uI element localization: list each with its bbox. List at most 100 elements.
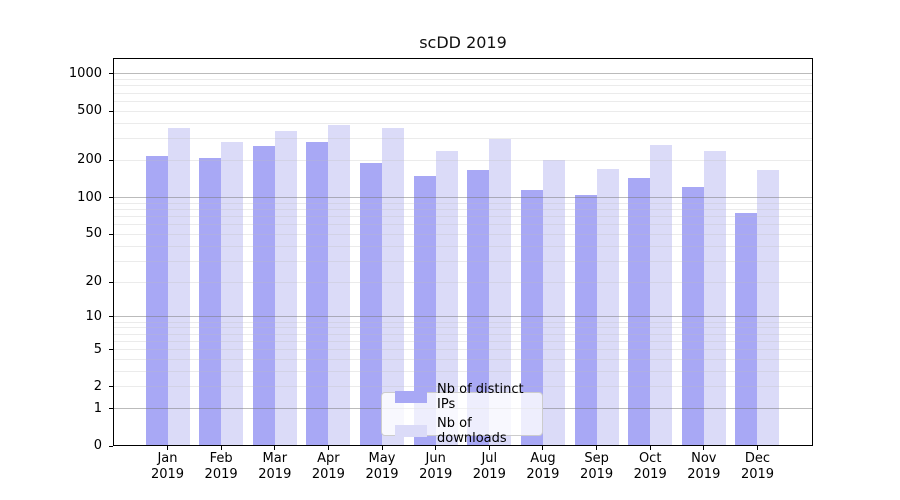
legend-label-downloads: Nb of downloads	[437, 416, 507, 446]
y-tick-200	[109, 159, 113, 161]
y-tick-10	[109, 316, 113, 318]
gridline-20	[113, 281, 813, 283]
bar-nov-downloads	[703, 151, 726, 446]
y-tick-label-5: 5	[93, 341, 102, 357]
x-tick-label-feb: Feb 2019	[204, 451, 238, 482]
gridline-4	[113, 358, 813, 360]
x-tick-sep	[596, 446, 598, 450]
gridline-30	[113, 260, 813, 262]
legend: Nb of distinct IPs Nb of downloads	[381, 382, 543, 446]
y-tick-label-1000: 1000	[68, 65, 102, 81]
y-tick-1000	[109, 73, 113, 75]
x-tick-label-sep: Sep 2019	[580, 451, 614, 482]
bar-jun-downloads	[435, 151, 458, 446]
gridline-90	[113, 202, 813, 204]
x-tick-dec	[757, 446, 758, 450]
x-tick-label-may: May 2019	[365, 451, 399, 482]
gridline-5	[113, 349, 813, 350]
y-tick-5	[109, 349, 113, 350]
bar-jan-downloads	[167, 127, 190, 446]
y-tick-1	[109, 408, 113, 410]
x-tick-jun	[435, 446, 437, 450]
x-tick-may	[381, 446, 383, 450]
bar-may-distinct-ips	[360, 163, 383, 446]
y-tick-0	[109, 445, 113, 447]
x-tick-mar	[274, 446, 276, 450]
bar-aug-downloads	[542, 159, 565, 446]
plot-area	[113, 58, 813, 446]
legend-swatch-distinct-ips	[395, 391, 427, 403]
bar-may-downloads	[382, 128, 405, 446]
bar-feb-downloads	[221, 142, 244, 446]
bar-sep-distinct-ips	[574, 194, 597, 446]
x-tick-label-nov: Nov 2019	[687, 451, 721, 482]
gridline-600	[113, 100, 813, 102]
x-tick-nov	[703, 446, 705, 450]
gridline-60	[113, 224, 813, 226]
bar-feb-distinct-ips	[199, 157, 222, 446]
y-tick-label-1: 1	[93, 400, 102, 416]
x-tick-aug	[542, 446, 544, 450]
bar-apr-distinct-ips	[306, 142, 329, 446]
gridline-200	[113, 159, 813, 161]
gridline-700	[113, 92, 813, 94]
gridline-40	[113, 245, 813, 247]
bar-mar-distinct-ips	[252, 145, 275, 446]
y-tick-20	[109, 281, 113, 283]
x-tick-label-oct: Oct 2019	[633, 451, 667, 482]
y-tick-label-0: 0	[93, 438, 102, 453]
gridline-6	[113, 340, 813, 342]
gridline-10	[113, 316, 813, 318]
gridline-300	[113, 138, 813, 140]
bar-dec-downloads	[757, 169, 780, 446]
bar-dec-distinct-ips	[735, 212, 758, 446]
gridline-900	[113, 79, 813, 81]
gridline-7	[113, 333, 813, 335]
y-tick-label-20: 20	[85, 274, 102, 289]
x-tick-apr	[327, 446, 329, 450]
chart-title: scDD 2019	[419, 33, 507, 52]
y-tick-label-200: 200	[77, 152, 102, 168]
legend-swatch-downloads	[395, 425, 427, 437]
x-tick-oct	[649, 446, 651, 450]
gridline-2	[113, 386, 813, 388]
legend-label-distinct-ips: Nb of distinct IPs	[437, 382, 524, 412]
gridline-3	[113, 370, 813, 372]
y-tick-100	[109, 197, 113, 198]
bar-mar-downloads	[274, 131, 297, 446]
y-tick-50	[109, 233, 113, 235]
y-tick-label-50: 50	[85, 226, 102, 242]
x-tick-label-jul: Jul 2019	[472, 451, 506, 482]
x-tick-label-mar: Mar 2019	[258, 451, 292, 482]
x-tick-jul	[488, 446, 490, 450]
y-tick-label-500: 500	[77, 103, 102, 119]
y-tick-label-10: 10	[85, 308, 102, 324]
bar-apr-downloads	[328, 124, 351, 446]
bar-jan-distinct-ips	[145, 156, 168, 446]
gridline-80	[113, 208, 813, 210]
gridline-500	[113, 110, 813, 112]
gridline-8	[113, 327, 813, 329]
y-tick-label-100: 100	[77, 189, 102, 205]
x-tick-label-jun: Jun 2019	[419, 451, 453, 482]
x-tick-jan	[167, 446, 168, 450]
gridline-50	[113, 233, 813, 235]
bar-oct-downloads	[650, 145, 673, 446]
legend-item-downloads: Nb of downloads	[395, 416, 534, 446]
x-tick-label-aug: Aug 2019	[526, 451, 560, 482]
gridline-9	[113, 321, 813, 323]
x-tick-label-apr: Apr 2019	[311, 451, 345, 482]
legend-item-distinct-ips: Nb of distinct IPs	[395, 382, 534, 412]
gridline-800	[113, 85, 813, 87]
y-tick-label-2: 2	[93, 378, 102, 394]
gridline-70	[113, 215, 813, 217]
x-tick-feb	[220, 446, 222, 450]
x-tick-label-jan: Jan 2019	[150, 451, 185, 482]
bar-jun-distinct-ips	[413, 175, 436, 446]
gridline-1000	[113, 73, 813, 75]
x-tick-label-dec: Dec 2019	[740, 451, 775, 482]
gridline-400	[113, 122, 813, 124]
bar-aug-distinct-ips	[520, 189, 543, 446]
bar-jul-downloads	[489, 139, 512, 446]
